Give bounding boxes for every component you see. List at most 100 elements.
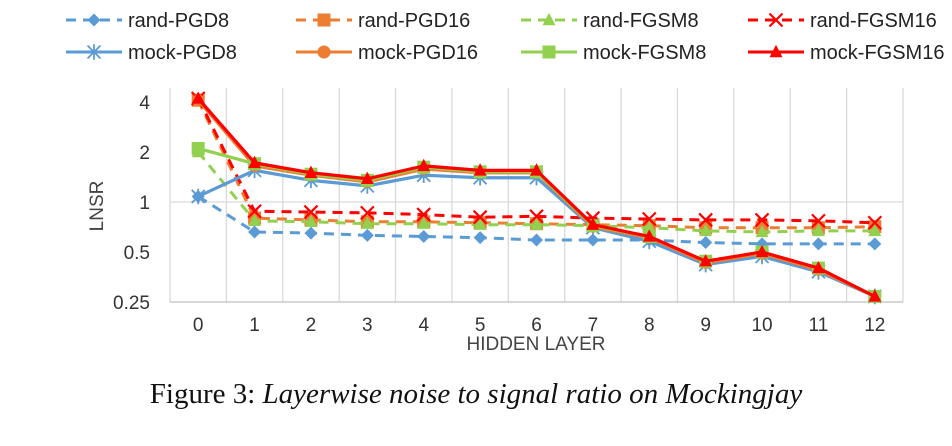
series-mock-FGSM16 xyxy=(191,91,882,302)
y-axis-title: LNSR xyxy=(87,181,108,232)
x-tick-label: 3 xyxy=(362,315,373,336)
data-point xyxy=(360,205,375,221)
data-point xyxy=(360,216,374,229)
data-point xyxy=(86,44,102,60)
series-rand-FGSM16 xyxy=(190,91,883,231)
legend-item: mock-FGSM8 xyxy=(521,42,706,64)
x-tick-label: 11 xyxy=(809,315,829,336)
x-tick-label: 2 xyxy=(306,315,317,336)
legend-item: mock-PGD16 xyxy=(296,42,478,64)
data-point xyxy=(248,225,262,239)
figure-caption: Figure 3: Layerwise noise to signal rati… xyxy=(0,378,952,411)
x-tick-label: 6 xyxy=(531,315,542,336)
data-point xyxy=(304,214,318,227)
legend-label: mock-FGSM8 xyxy=(583,42,706,64)
data-point xyxy=(768,12,784,28)
data-point xyxy=(641,211,657,227)
data-point xyxy=(586,233,600,247)
data-point xyxy=(303,204,319,220)
data-point xyxy=(248,155,262,169)
legend-item: mock-PGD8 xyxy=(66,42,237,64)
series-line xyxy=(196,97,875,225)
data-point xyxy=(642,220,656,233)
data-point xyxy=(868,237,882,251)
data-point xyxy=(87,13,101,27)
data-point xyxy=(360,228,374,242)
legend-label: rand-PGD16 xyxy=(358,10,470,32)
data-point xyxy=(304,226,318,240)
data-point xyxy=(417,229,431,243)
legend-label: mock-FGSM16 xyxy=(810,42,944,64)
data-point xyxy=(699,254,713,267)
data-point xyxy=(811,223,825,237)
data-point xyxy=(530,217,543,230)
data-point xyxy=(542,12,556,26)
series-layer xyxy=(190,91,883,305)
series-line xyxy=(196,97,876,298)
data-point xyxy=(698,212,713,228)
caption-prefix: Figure 3: xyxy=(149,378,256,410)
legend-label: mock-PGD16 xyxy=(358,42,478,64)
data-point xyxy=(317,13,331,27)
data-point xyxy=(811,213,826,229)
caption-text: Layerwise noise to signal ratio on Mocki… xyxy=(262,378,803,410)
legend: rand-PGD8 rand-PGD16 rand-FGSM8 rand-FGSM16… xyxy=(66,10,944,64)
data-point xyxy=(317,45,331,59)
data-point xyxy=(868,289,882,302)
data-point xyxy=(304,165,318,178)
x-tick-label: 10 xyxy=(751,315,772,336)
legend-item: rand-PGD8 xyxy=(66,10,229,32)
data-point xyxy=(754,212,770,228)
legend-label: rand-FGSM8 xyxy=(583,10,699,32)
x-tick-label: 4 xyxy=(418,315,429,336)
series-rand-FGSM8 xyxy=(191,144,882,238)
y-tick-label: 4 xyxy=(139,93,150,114)
x-tick-label: 9 xyxy=(700,315,711,336)
data-point xyxy=(867,215,883,231)
data-point xyxy=(473,163,487,176)
chart: rand-PGD8 rand-PGD16 rand-FGSM8 rand-FGSM16… xyxy=(66,10,944,355)
data-point xyxy=(530,163,543,176)
data-point xyxy=(699,223,713,237)
x-axis-title: HIDDEN LAYER xyxy=(466,334,605,355)
data-point xyxy=(191,91,205,104)
data-point xyxy=(417,158,431,172)
x-tick-label: 5 xyxy=(475,315,486,336)
series-mock-PGD16 xyxy=(192,94,881,303)
x-tick-label: 0 xyxy=(193,315,204,336)
data-point xyxy=(191,141,205,155)
x-tick-label: 12 xyxy=(864,315,885,336)
legend-item: rand-FGSM16 xyxy=(748,10,937,32)
data-point xyxy=(416,207,432,222)
data-point xyxy=(530,233,543,247)
legend-item: rand-PGD16 xyxy=(296,10,470,32)
data-point xyxy=(360,171,374,184)
data-point xyxy=(247,203,262,219)
legend-item: mock-FGSM16 xyxy=(748,42,944,64)
legend-label: mock-PGD8 xyxy=(128,42,237,64)
x-tick-label: 7 xyxy=(588,315,599,336)
series-line xyxy=(196,99,876,298)
data-point xyxy=(472,209,488,225)
data-point xyxy=(473,217,487,230)
legend-label: rand-PGD8 xyxy=(128,10,229,32)
data-point xyxy=(642,229,656,242)
x-tick-label: 1 xyxy=(249,315,260,336)
grid xyxy=(169,88,904,303)
data-point xyxy=(868,223,882,237)
data-point xyxy=(248,213,262,227)
x-tick-label: 8 xyxy=(644,315,655,336)
data-point xyxy=(529,209,544,224)
data-point xyxy=(586,217,600,230)
data-point xyxy=(755,224,769,238)
data-point xyxy=(811,260,825,274)
data-point xyxy=(769,44,783,58)
y-tick-label: 0.5 xyxy=(124,243,150,264)
data-point xyxy=(811,237,825,251)
y-tick-label: 1 xyxy=(139,193,150,214)
y-tick-label: 2 xyxy=(139,143,150,164)
legend-item: rand-FGSM8 xyxy=(521,10,699,32)
data-point xyxy=(473,231,487,245)
data-point xyxy=(755,244,769,258)
